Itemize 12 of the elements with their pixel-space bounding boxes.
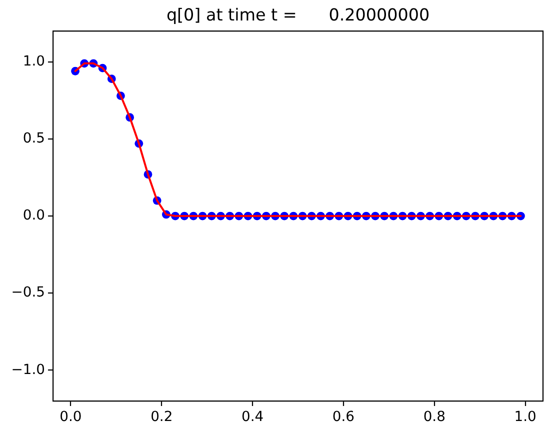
y-tick-label: 1.0 (22, 53, 45, 70)
y-tick-label: −1.0 (11, 362, 45, 378)
x-tick-label: 0.8 (423, 408, 446, 425)
y-tick-label: 0.0 (22, 208, 45, 224)
x-tick-label: 0.6 (332, 408, 354, 425)
y-tick-label: −0.5 (11, 284, 45, 301)
x-tick-label: 0.2 (150, 408, 173, 425)
x-tick-label: 1.0 (514, 408, 536, 425)
y-tick-label: 0.5 (22, 130, 45, 147)
x-tick-label: 0.4 (242, 408, 264, 425)
x-tick-label: 0.0 (60, 408, 82, 425)
chart-title: q[0] at time t = 0.20000000 (166, 4, 430, 24)
